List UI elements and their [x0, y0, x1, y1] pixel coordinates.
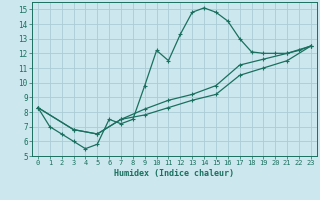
- X-axis label: Humidex (Indice chaleur): Humidex (Indice chaleur): [115, 169, 234, 178]
